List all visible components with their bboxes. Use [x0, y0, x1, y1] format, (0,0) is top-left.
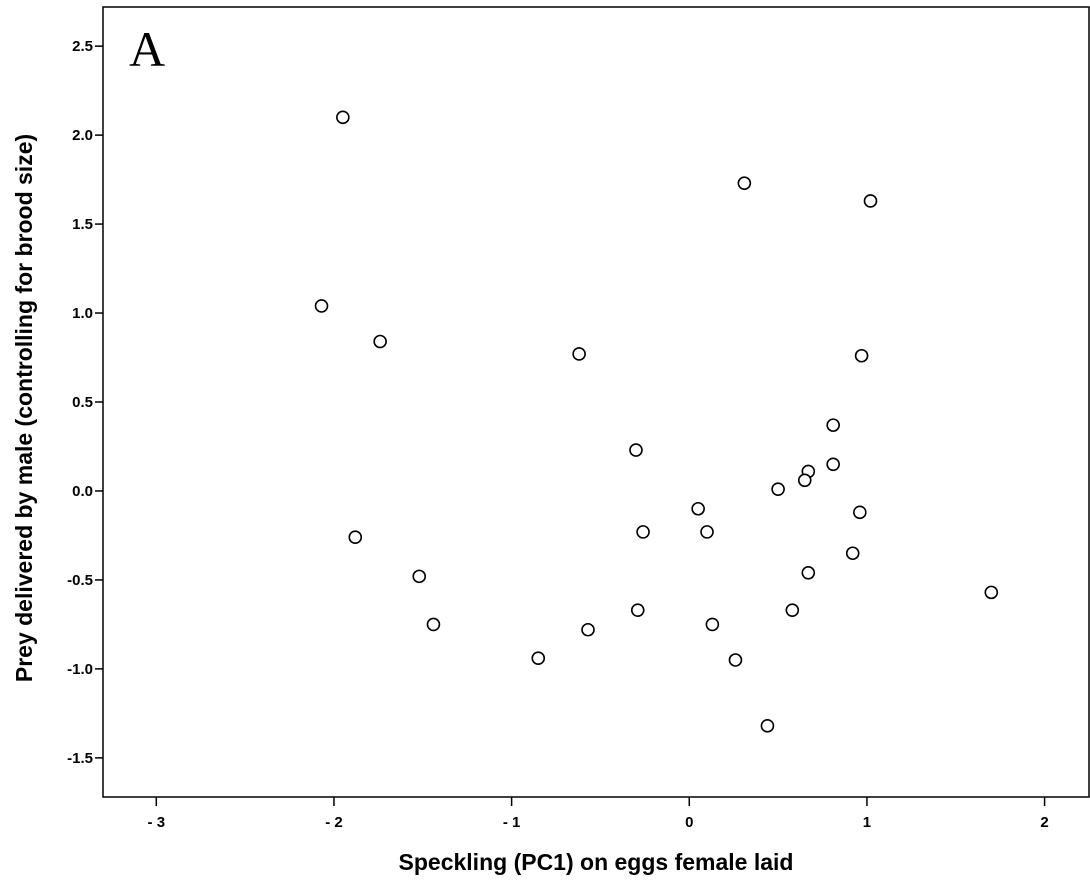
- data-point: [700, 525, 714, 539]
- data-point: [691, 501, 705, 516]
- data-point: [630, 603, 645, 617]
- data-point: [426, 617, 441, 632]
- x-axis-ticks: - 3 - 2 - 1 0 1 2: [148, 797, 1049, 831]
- y-tick-label: 1.0: [72, 305, 93, 322]
- panel-label: A: [129, 21, 165, 77]
- y-tick-label: 0.5: [72, 394, 93, 411]
- data-point: [771, 482, 785, 496]
- data-points: [314, 110, 999, 733]
- data-point: [314, 299, 329, 313]
- plot-frame: [102, 6, 1090, 798]
- data-point: [581, 622, 595, 637]
- data-point: [826, 457, 840, 472]
- y-tick-label: 0.0: [72, 483, 93, 500]
- y-axis-ticks: 2.5 2.0 1.5 1.0 0.5 0.0 -0.5 -1.0 -1.5: [67, 38, 103, 767]
- y-axis-title: Prey delivered by male (controlling for …: [11, 134, 37, 682]
- data-point: [760, 719, 775, 733]
- data-point: [705, 617, 720, 632]
- data-point: [728, 653, 743, 667]
- x-tick-label: - 3: [148, 814, 166, 831]
- data-point: [801, 566, 816, 580]
- y-tick-label: -1.5: [67, 750, 93, 767]
- x-tick-label: 1: [863, 814, 871, 831]
- data-point: [636, 525, 650, 539]
- data-point: [572, 347, 586, 361]
- y-tick-label: -0.5: [67, 572, 93, 589]
- x-tick-label: 0: [685, 814, 693, 831]
- data-point: [348, 530, 363, 545]
- y-tick-label: 1.5: [72, 216, 93, 233]
- data-point: [629, 443, 643, 457]
- data-point: [863, 194, 878, 208]
- data-point: [336, 110, 350, 125]
- data-point: [737, 176, 752, 190]
- x-tick-label: - 1: [503, 814, 521, 831]
- data-point: [854, 348, 869, 363]
- data-point: [984, 585, 999, 600]
- data-point: [373, 334, 387, 349]
- y-tick-label: 2.0: [72, 127, 93, 144]
- data-point: [412, 569, 427, 584]
- y-tick-label: -1.0: [67, 661, 93, 678]
- data-point: [853, 505, 867, 520]
- data-point: [797, 473, 812, 488]
- y-tick-label: 2.5: [72, 38, 93, 55]
- x-tick-label: 2: [1040, 814, 1048, 831]
- data-point: [845, 546, 860, 561]
- data-point: [826, 418, 840, 432]
- x-axis-title: Speckling (PC1) on eggs female laid: [399, 849, 794, 875]
- data-point: [531, 651, 546, 666]
- data-point: [785, 603, 800, 617]
- x-tick-label: - 2: [325, 814, 343, 831]
